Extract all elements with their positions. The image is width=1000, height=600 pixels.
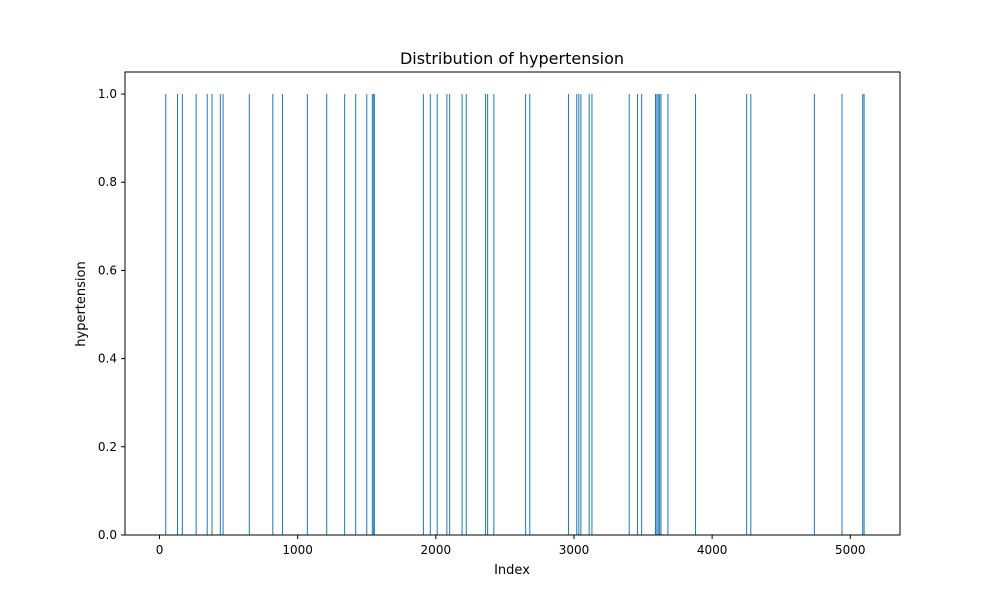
bars	[165, 94, 865, 536]
y-tick-label-1: 0.2	[98, 440, 117, 454]
x-axis-ticks: 0 1000 2000 3000 4000 5000	[156, 535, 866, 557]
bar-8	[248, 94, 250, 536]
x-tick-label-1: 1000	[282, 543, 313, 557]
bar-22	[446, 94, 448, 536]
bar-36	[591, 94, 593, 536]
y-tick-label-2: 0.4	[98, 352, 117, 366]
bar-42	[657, 94, 659, 536]
bar-39	[641, 94, 643, 536]
bar-35	[588, 94, 590, 536]
bar-16	[371, 94, 373, 536]
bar-6	[219, 94, 221, 536]
bar-32	[576, 94, 578, 536]
bar-40	[654, 94, 656, 536]
bar-27	[487, 94, 489, 536]
bar-17	[373, 94, 375, 536]
bar-13	[344, 94, 346, 536]
bar-30	[529, 94, 531, 536]
bar-26	[485, 94, 487, 536]
bar-15	[366, 94, 368, 536]
y-tick-label-3: 0.6	[98, 263, 117, 277]
bar-48	[750, 94, 752, 536]
bar-46	[695, 94, 697, 536]
bar-19	[422, 94, 424, 536]
y-axis-label: hypertension	[74, 261, 89, 346]
y-tick-label-4: 0.8	[98, 175, 117, 189]
bar-18	[373, 94, 375, 536]
y-axis-ticks: 0.0 0.2 0.4 0.6 0.8 1.0	[98, 87, 125, 542]
x-tick-label-3: 3000	[559, 543, 590, 557]
bar-12	[326, 94, 328, 536]
bar-41	[656, 94, 658, 536]
bar-20	[429, 94, 431, 536]
bar-7	[222, 94, 224, 536]
y-tick-label-0: 0.0	[98, 528, 117, 542]
bar-33	[578, 94, 580, 536]
bar-29	[525, 94, 527, 536]
bar-21	[436, 94, 438, 536]
bar-25	[465, 94, 467, 536]
bar-10	[281, 94, 283, 536]
bar-28	[493, 94, 495, 536]
bar-44	[660, 94, 662, 536]
bar-52	[863, 94, 865, 536]
bar-51	[862, 94, 864, 536]
bar-2	[181, 94, 183, 536]
bar-37	[628, 94, 630, 536]
x-tick-label-4: 4000	[697, 543, 728, 557]
bar-34	[580, 94, 582, 536]
bar-4	[206, 94, 208, 536]
x-axis-label: Index	[494, 563, 530, 578]
bar-3	[195, 94, 197, 536]
x-tick-label-2: 2000	[421, 543, 452, 557]
bar-45	[667, 94, 669, 536]
y-tick-label-5: 1.0	[98, 87, 117, 101]
bar-49	[813, 94, 815, 536]
x-tick-label-0: 0	[156, 543, 164, 557]
bar-24	[461, 94, 463, 536]
bar-47	[746, 94, 748, 536]
bar-50	[841, 94, 843, 536]
chart-title: Distribution of hypertension	[400, 49, 624, 68]
bar-23	[449, 94, 451, 536]
bar-11	[306, 94, 308, 536]
plot-frame	[124, 71, 901, 536]
bar-9	[272, 94, 274, 536]
bar-5	[211, 94, 213, 536]
bar-38	[637, 94, 639, 536]
bar-14	[355, 94, 357, 536]
bar-1	[177, 94, 178, 536]
bar-0	[165, 94, 167, 536]
bar-31	[567, 94, 569, 536]
bar-43	[659, 94, 661, 536]
x-tick-label-5: 5000	[835, 543, 866, 557]
